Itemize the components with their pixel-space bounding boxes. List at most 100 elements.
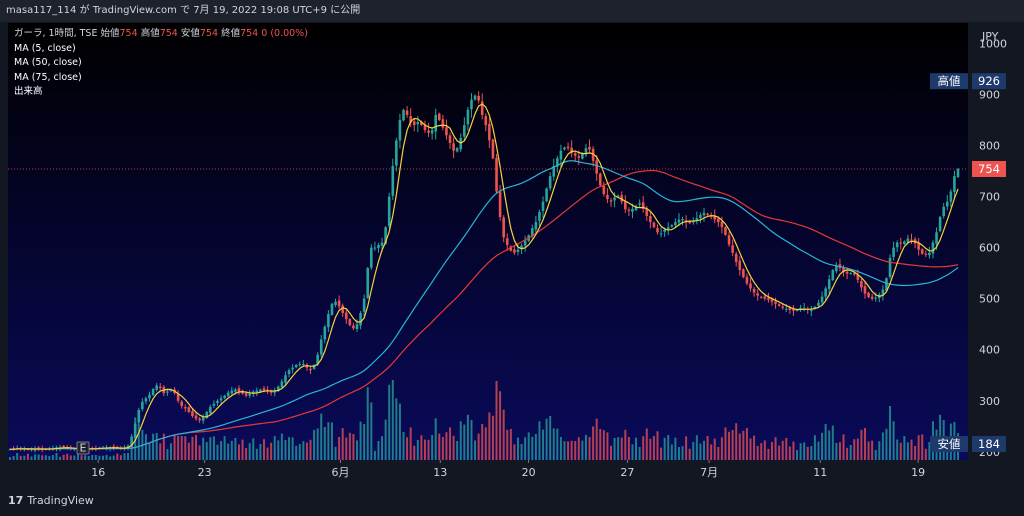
legend-ma50[interactable]: MA (50, close) [14,57,82,68]
time-tick-label: 6月 [332,466,350,479]
candle-body [373,247,377,249]
volume-bar [595,418,598,460]
candle-body [813,306,817,309]
candle-body [881,289,885,296]
volume-bar [763,440,766,460]
candle-body [616,195,620,197]
volume-bar [320,413,323,460]
candle-body [151,389,155,396]
plot-area[interactable] [8,23,968,460]
candle-body [827,279,831,289]
candle-body [219,398,223,401]
volume-bar [878,441,881,460]
candle-body [756,293,759,296]
candle-body [355,324,359,330]
candle-body [183,407,187,409]
volume-bar [824,424,827,460]
candle-body [688,220,691,224]
volume-bar [381,436,384,460]
candle-body [770,299,774,302]
volume-bar [652,436,655,460]
volume-bar [613,438,616,460]
volume-bar [302,441,305,460]
candle-body [709,216,713,218]
volume-bar [770,442,773,460]
volume-bar [216,444,219,460]
time-tick-label: 19 [911,466,925,479]
candle-body [731,245,734,253]
publisher-name[interactable]: masa117_114 [6,5,77,16]
volume-bar [262,439,265,460]
time-tick-label: 16 [91,466,105,479]
candle-body [534,222,538,230]
candle-body [37,447,40,449]
volume-bar [670,444,673,460]
candle-body [888,257,892,278]
volume-bar [778,445,781,460]
volume-bar [198,445,201,460]
volume-bar [177,435,180,460]
publisher-via: が [79,5,90,16]
volume-bar [76,454,79,460]
candle-body [488,123,491,141]
volume-bar [559,437,562,460]
volume-bar [831,425,834,460]
volume-bar [94,455,97,460]
candle-body [595,160,598,174]
candle-body [903,241,906,244]
candle-body [784,308,788,310]
volume-bar [842,434,845,460]
price-axis[interactable] [968,23,1024,460]
volume-bar [910,439,913,460]
volume-bar [856,438,859,460]
volume-bar [531,436,534,460]
high-tag-value: 926 [978,74,1000,88]
site-name[interactable]: TradingView.com [92,5,177,16]
volume-bar [635,437,638,460]
last-price-tag-value: 754 [978,162,1000,176]
candle-body [366,268,370,298]
candle-body [416,122,420,125]
candle-body [409,116,412,123]
candle-body [341,305,344,313]
volume-bar [427,439,430,460]
candle-body [502,217,505,238]
legend-volume[interactable]: 出来高 [14,86,43,97]
candle-body [12,448,15,450]
legend-ma5[interactable]: MA (5, close) [14,42,76,54]
volume-bar [921,434,924,460]
volume-bar [574,441,577,460]
candle-body [641,202,645,209]
ma75-line [10,169,959,450]
candle-body [663,229,666,233]
volume-bar [806,446,809,460]
time-axis[interactable] [8,460,968,484]
currency-label: JPY [981,30,999,43]
candle-body [463,125,466,137]
volume-bar [452,435,455,460]
volume-bar [538,421,541,460]
volume-bar [577,437,580,460]
candle-body [659,233,663,235]
volume-bar [871,440,874,460]
candle-body [860,281,863,288]
candle-body [652,222,656,228]
legend-close-value: 754 [240,28,259,39]
volume-bar [323,427,326,460]
volume-bar [821,432,824,460]
candle-body [191,411,194,417]
volume-bar [828,430,831,460]
candle-body [849,273,852,275]
legend-symbol-row[interactable]: ガーラ, 1時間, TSE 始値754 高値754 安値754 終値754 0 … [14,27,308,42]
legend-ma75[interactable]: MA (75, close) [14,71,82,83]
price-tick-label: 900 [979,88,1000,101]
candle-body [237,388,241,392]
candle-body [745,276,749,284]
tradingview-logo[interactable]: 17 TradingView [8,494,94,507]
candle-body [874,297,878,299]
candle-body [677,219,681,223]
candle-body [477,95,480,101]
volume-bar [277,440,280,460]
volume-bar [162,433,165,460]
candle-body [556,158,559,167]
